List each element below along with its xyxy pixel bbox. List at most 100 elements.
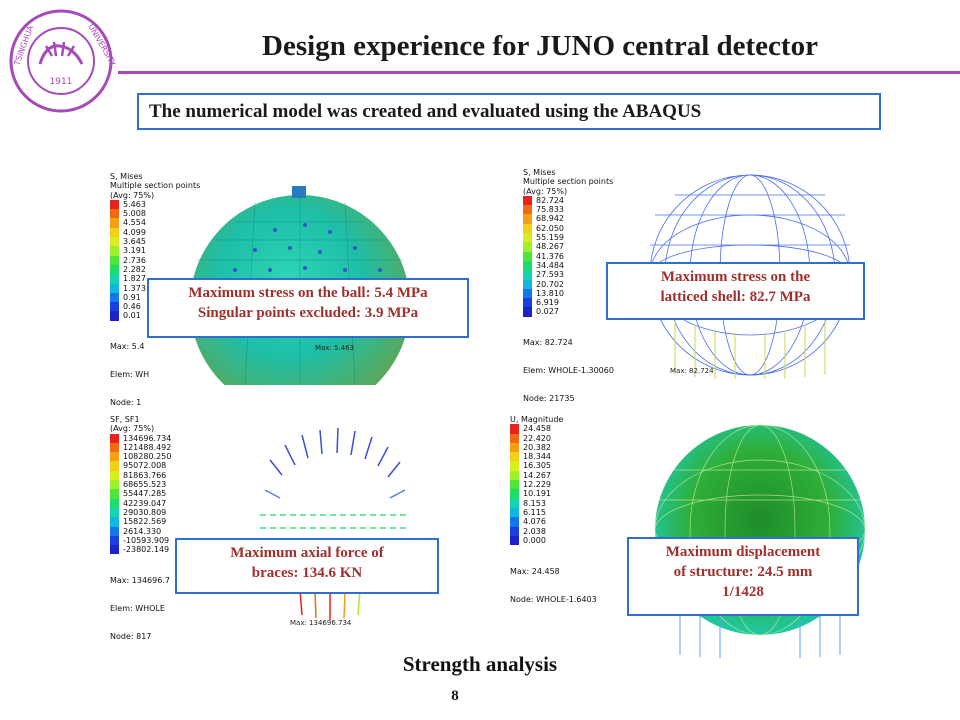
legend-row: 20.702 [523, 279, 623, 289]
legend-value: 2.282 [123, 264, 146, 274]
legend-header: U, Magnitude [510, 415, 564, 424]
legend-value: 15822.569 [123, 517, 167, 527]
legend-value: 29030.809 [123, 507, 167, 517]
legend-row: 14.267 [510, 470, 630, 481]
callout-line: Maximum stress on the [660, 269, 811, 285]
legend-footer-line: Max: 5.4 [110, 342, 145, 352]
legend-value: 16.305 [523, 461, 551, 471]
legend-value: 20.382 [523, 442, 551, 452]
legend-swatch [510, 498, 519, 508]
legend-swatch [110, 433, 119, 443]
legend-value: 95072.008 [123, 461, 167, 471]
legend-value: 48.267 [536, 242, 564, 252]
callout-axial-force: Maximum axial force of braces: 134.6 KN [175, 538, 439, 594]
legend-row: 68655.523 [110, 480, 230, 490]
legend-row: 15822.569 [110, 517, 230, 527]
legend-footer-line: Max: 24.458 [510, 566, 560, 576]
max-label: Max: 82.724 [670, 367, 714, 375]
legend-swatch [110, 452, 119, 462]
legend-value: 108280.250 [123, 452, 172, 462]
legend-header: (Avg: 75%) [110, 424, 155, 434]
legend-swatch [110, 470, 119, 481]
legend-value: -10593.909 [123, 535, 170, 545]
legend-swatch [110, 461, 119, 471]
legend-footer-line: Elem: WHOLE-1.30060 [523, 366, 614, 376]
legend-header: S, Mises [523, 168, 556, 177]
legend-row: -10593.909 [110, 535, 230, 546]
legend-value: 0.46 [123, 302, 141, 312]
legend-swatch [110, 302, 119, 312]
axial-force-image: Max: 134696.734 [240, 420, 430, 630]
legend-row: 41.376 [523, 251, 623, 261]
legend-value: 0.000 [523, 535, 546, 545]
legend-value: 3.645 [123, 237, 146, 247]
legend-swatch [523, 270, 532, 280]
legend-value: 6.115 [523, 507, 546, 517]
callout-line: Maximum stress on the ball: 5.4 MPa [188, 285, 428, 301]
legend-value: 55.159 [536, 233, 564, 243]
legend-scale: 82.724 75.833 68.942 62.050 55.159 48.267 41.3… [523, 195, 623, 317]
legend-row: 4.554 [110, 218, 170, 228]
legend-row: 42239.047 [110, 498, 230, 508]
legend-value: 55447.285 [123, 489, 167, 499]
callout-line: of structure: 24.5 mm [673, 564, 813, 580]
legend-swatch [110, 227, 119, 238]
page-number: 8 [451, 688, 459, 704]
legend-value: 82.724 [536, 195, 564, 205]
legend-row: 1.827 [110, 274, 170, 284]
legend-swatch [510, 489, 519, 499]
legend-value: 0.01 [123, 311, 141, 321]
legend-footer: Max: 5.4 Elem: WH Node: 1 [110, 324, 170, 426]
legend-row: 48.267 [523, 242, 623, 252]
callout-line: Maximum displacement [665, 544, 821, 560]
legend-swatch [110, 311, 119, 321]
legend-row: 134696.734 [110, 433, 230, 443]
legend-value: 0.027 [536, 307, 559, 317]
legend-value: 24.458 [523, 424, 551, 434]
legend-header: Multiple section points [523, 177, 614, 187]
legend-footer-line: Node: 21735 [523, 394, 575, 404]
legend-row: 20.382 [510, 442, 630, 453]
legend-swatch [110, 237, 119, 247]
legend-swatch [510, 433, 519, 443]
legend-row: 82.724 [523, 195, 623, 206]
legend-header: S, Mises [110, 172, 143, 181]
legend-value: 13.810 [536, 288, 564, 298]
legend-row: 0.46 [110, 302, 170, 312]
legend-value: 41.376 [536, 251, 564, 261]
legend-footer: Max: 24.458 Node: WHOLE-1.6403 [510, 548, 630, 622]
legend-value: 10.191 [523, 489, 551, 499]
figure-caption: Strength analysis [402, 652, 558, 676]
legend-row: 75.833 [523, 205, 623, 215]
legend-swatch [510, 452, 519, 462]
subtitle-box: The numerical model was created and eval… [137, 93, 881, 130]
callout-line: latticed shell: 82.7 MPa [660, 289, 811, 305]
legend-footer-line: Node: WHOLE-1.6403 [510, 594, 597, 604]
legend-row: 0.000 [510, 535, 630, 546]
legend-swatch [110, 507, 119, 518]
legend-row: 2.282 [110, 264, 170, 275]
legend-value: 22.420 [523, 433, 551, 443]
legend-row: 4.076 [510, 517, 630, 527]
legend-footer-line: Max: 134696.7 [110, 576, 170, 586]
legend-swatch [110, 292, 119, 303]
legend-swatch [110, 498, 119, 508]
page-title: Design experience for JUNO central detec… [262, 30, 818, 62]
legend-swatch [110, 218, 119, 228]
legend-row: 5.008 [110, 209, 170, 219]
legend-header: Multiple section points [110, 181, 201, 191]
legend-row: 18.344 [510, 452, 630, 462]
legend-scale: 5.463 5.008 4.554 4.099 3.645 3.191 2.736 2.282… [110, 199, 170, 321]
legend-row: 121488.492 [110, 442, 230, 453]
legend-value: -23802.149 [123, 545, 170, 555]
legend-value: 62.050 [536, 223, 564, 233]
legend-swatch [510, 442, 519, 453]
legend-swatch [110, 209, 119, 219]
legend-value: 27.593 [536, 270, 564, 280]
legend-swatch [523, 307, 532, 317]
callout-lattice-stress: Maximum stress on the latticed shell: 82… [606, 262, 865, 320]
legend-row: 29030.809 [110, 507, 230, 518]
legend-swatch [510, 507, 519, 518]
legend-swatch [510, 461, 519, 471]
title-rule [118, 71, 960, 74]
